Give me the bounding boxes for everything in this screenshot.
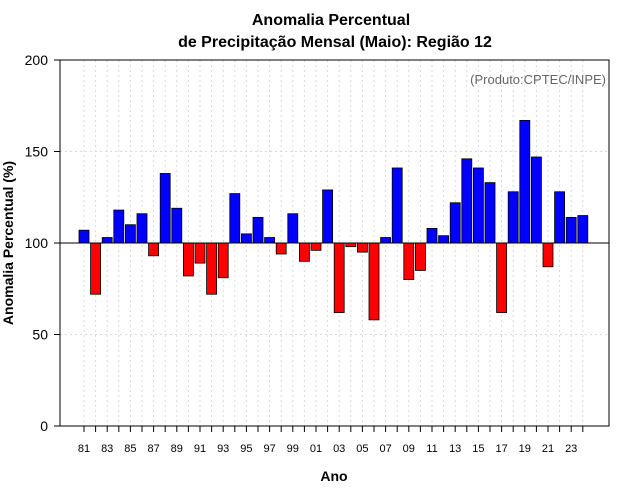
bar-1989 xyxy=(171,207,183,244)
bar-1986 xyxy=(136,213,148,244)
source-annotation: (Produto:CPTEC/INPE) xyxy=(470,72,606,87)
bar-2017 xyxy=(496,242,508,313)
bars xyxy=(78,119,589,321)
y-tick-label: 200 xyxy=(25,52,49,68)
y-tick-label: 150 xyxy=(25,144,49,160)
bar-2000 xyxy=(298,242,310,262)
bar-2011 xyxy=(426,227,438,244)
x-tick-label: 21 xyxy=(542,443,554,455)
chart-title: Anomalia Percentual xyxy=(252,12,410,29)
x-tick-label: 19 xyxy=(519,443,531,455)
bar-1997 xyxy=(264,237,276,244)
bar-2009 xyxy=(403,242,415,280)
bar-2016 xyxy=(484,182,496,244)
bar-1982 xyxy=(90,242,101,295)
bar-2006 xyxy=(368,242,380,321)
x-tick-label: 89 xyxy=(171,443,183,455)
x-axis-label: Ano xyxy=(320,468,347,484)
bar-2014 xyxy=(461,158,473,244)
bar-2005 xyxy=(356,242,368,253)
bar-2012 xyxy=(438,235,450,244)
x-tick-label: 03 xyxy=(333,443,345,455)
x-tick-label: 93 xyxy=(217,443,229,455)
x-tick-label: 11 xyxy=(426,443,437,455)
bar-1995 xyxy=(240,233,252,244)
bar-1992 xyxy=(206,242,218,295)
x-tick-label: 81 xyxy=(78,443,90,455)
bar-2008 xyxy=(391,167,403,244)
bar-1993 xyxy=(217,242,229,279)
bar-2003 xyxy=(333,242,345,313)
bar-2019 xyxy=(519,119,531,244)
x-tick-label: 99 xyxy=(287,443,299,455)
bar-1985 xyxy=(125,224,136,244)
y-axis-label: Anomalia Percentual (%) xyxy=(0,161,16,325)
x-tick-label: 15 xyxy=(472,443,484,455)
x-tick-label: 05 xyxy=(356,443,368,455)
bar-2004 xyxy=(345,242,357,248)
bar-1984 xyxy=(113,209,125,244)
y-axis: 0 50 100 150 200 xyxy=(25,52,60,434)
x-tick-label: 85 xyxy=(124,443,136,455)
x-tick-label: 23 xyxy=(565,443,577,455)
bar-1988 xyxy=(159,173,171,244)
y-tick-label: 50 xyxy=(32,327,48,343)
bar-2023 xyxy=(565,216,577,244)
x-tick-label: 17 xyxy=(495,443,507,455)
x-tick-label: 87 xyxy=(147,443,159,455)
y-tick-label: 100 xyxy=(25,235,49,251)
bar-1998 xyxy=(275,242,287,255)
bar-2013 xyxy=(449,202,461,244)
bar-1991 xyxy=(194,242,206,264)
x-tick-label: 83 xyxy=(101,443,113,455)
x-tick-label: 97 xyxy=(263,443,275,455)
x-axis: 81 83 85 87 89 91 93 95 97 99 01 03 05 07 09 11 13 15 17 19… xyxy=(78,426,584,455)
x-tick-label: 07 xyxy=(379,443,391,455)
x-tick-label: 01 xyxy=(310,443,322,455)
x-tick-label: 91 xyxy=(194,443,206,455)
grid xyxy=(60,60,609,426)
y-tick-label: 0 xyxy=(40,418,48,434)
bar-2022 xyxy=(554,191,565,244)
x-tick-label: 95 xyxy=(240,443,252,455)
x-tick-label: 09 xyxy=(403,443,415,455)
bar-2015 xyxy=(472,167,484,244)
bar-1983 xyxy=(101,237,113,244)
bar-2010 xyxy=(414,242,426,271)
chart-subtitle: de Precipitação Mensal (Maio): Região 12 xyxy=(178,34,492,51)
bar-1981 xyxy=(78,229,90,244)
bar-2018 xyxy=(507,191,519,244)
bar-2020 xyxy=(531,156,542,244)
bar-1996 xyxy=(252,216,264,244)
bar-2002 xyxy=(322,189,334,244)
bar-2007 xyxy=(380,237,392,244)
bar-1999 xyxy=(287,213,299,244)
bar-1990 xyxy=(182,242,194,277)
x-tick-label: 13 xyxy=(449,443,461,455)
bar-2001 xyxy=(310,242,322,251)
bar-1987 xyxy=(148,242,160,257)
bar-1994 xyxy=(229,193,241,244)
bar-2024 xyxy=(577,215,589,244)
bar-2021 xyxy=(542,242,554,268)
